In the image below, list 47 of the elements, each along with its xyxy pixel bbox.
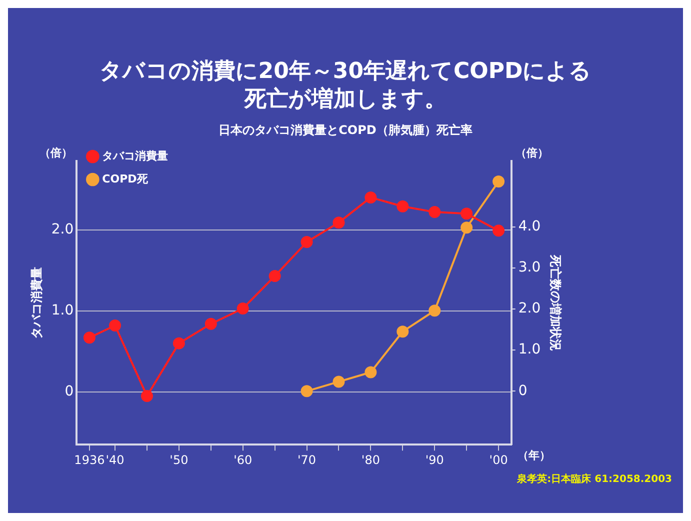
x-tick-label: '90 (425, 452, 444, 467)
point (364, 366, 377, 378)
y2-tick-label: 1.0 (518, 342, 541, 358)
y2-tick-label: 0 (518, 382, 528, 399)
point (396, 200, 409, 212)
chart-title: タバコの消費に20年～30年遅れてCOPDによる死亡が増加します。 (98, 58, 593, 114)
x-tick-label: '00 (489, 452, 508, 467)
y-tick-label: 0 (64, 384, 74, 400)
point (428, 304, 441, 317)
point (109, 319, 122, 332)
point (83, 332, 96, 344)
point (396, 326, 409, 338)
y-axis-title: タバコ消費量 (29, 266, 44, 339)
x-tick-label: '60 (234, 452, 252, 467)
text: 泉孝英:日本臨床 61:2058.2003 (516, 473, 672, 486)
point (492, 224, 505, 237)
chart-subtitle: 日本のタバコ消費量とCOPD（肺気腫）死亡率 (218, 122, 474, 139)
x-tick-label: 1936 (74, 452, 105, 467)
point (300, 385, 313, 398)
text: （年） (517, 448, 550, 462)
x-tick-label: '70 (297, 452, 316, 467)
y-tick-label: 1.0 (51, 302, 74, 319)
x-tick-label: '50 (170, 452, 188, 467)
point (300, 236, 313, 248)
legend-label: COPD死 (102, 172, 149, 186)
point (428, 206, 441, 218)
point (460, 208, 473, 220)
point (140, 390, 153, 402)
x-tick-label: '40 (106, 452, 124, 467)
point (332, 376, 345, 388)
point (460, 222, 473, 234)
y2-tick-label: 2.0 (518, 300, 541, 317)
point (236, 302, 249, 314)
y2-tick-label: 3.0 (518, 260, 541, 276)
legend-label: タバコ消費量 (102, 149, 168, 162)
text: （倍） (40, 146, 73, 160)
point (332, 216, 345, 229)
point (364, 191, 377, 204)
x-tick-label: '80 (361, 452, 380, 467)
y-tick-label: 2.0 (51, 222, 74, 238)
point (172, 337, 185, 350)
text: （倍） (515, 146, 548, 160)
point (204, 318, 217, 330)
y2-axis-title: 死亡数の増加状況 (548, 254, 563, 351)
y2-tick-label: 4.0 (518, 218, 541, 234)
point (492, 176, 505, 188)
point (268, 270, 281, 282)
